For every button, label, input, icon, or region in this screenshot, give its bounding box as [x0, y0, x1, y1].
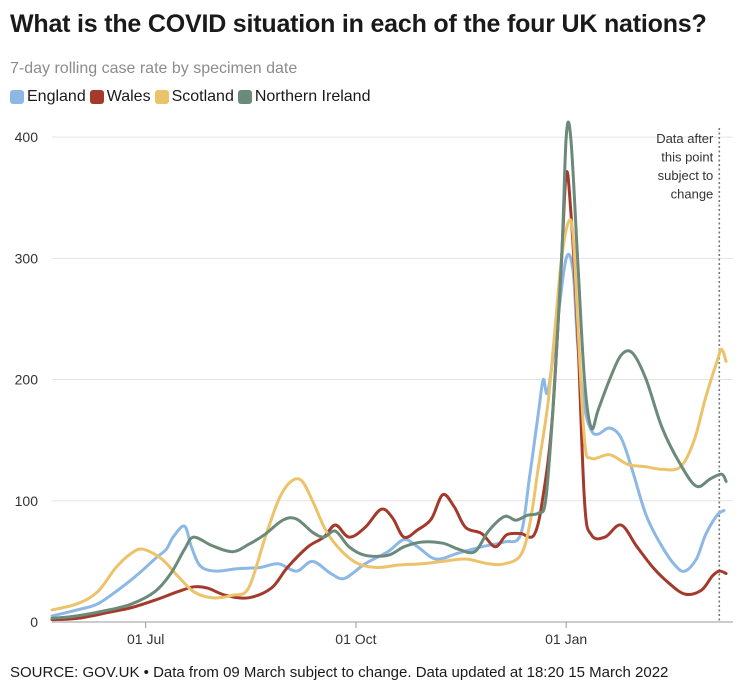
legend-item-england: England [10, 88, 86, 106]
annotation-line-3: subject to [658, 168, 714, 183]
legend-swatch-northern-ireland [237, 90, 252, 104]
legend-label-england: England [27, 88, 86, 105]
legend-label-wales: Wales [106, 88, 151, 105]
chart-subtitle: 7-day rolling case rate by specimen date [10, 60, 298, 77]
line-chart: 0 100 200 300 400 01 Jul 01 Oct 01 Jan Data afte… [15, 120, 733, 647]
y-tick-label-0: 0 [30, 614, 38, 630]
x-tick-label-01-jan: 01 Jan [545, 631, 587, 647]
legend-label-northern-ireland: Northern Ireland [254, 88, 371, 105]
legend-item-scotland: Scotland [154, 88, 234, 106]
legend-label-scotland: Scotland [171, 88, 234, 105]
chart-title: What is the COVID situation in each of t… [10, 10, 707, 38]
y-tick-label-200: 200 [15, 372, 39, 388]
source-note: SOURCE: GOV.UK • Data from 09 March subj… [10, 664, 669, 681]
annotation-line-1: Data after [656, 131, 714, 146]
annotation-line-4: change [671, 187, 714, 202]
legend-item-wales: Wales [89, 88, 151, 106]
legend-swatch-wales [89, 90, 104, 104]
x-tick-label-01-oct: 01 Oct [335, 631, 376, 647]
y-tick-label-100: 100 [15, 493, 39, 509]
y-tick-label-300: 300 [15, 250, 39, 266]
series-line-scotland [50, 218, 728, 612]
x-tick-label-01-jul: 01 Jul [127, 631, 164, 647]
legend: England Wales Scotland Northern Ireland [10, 88, 374, 106]
y-tick-label-400: 400 [15, 129, 39, 145]
legend-item-northern-ireland: Northern Ireland [237, 88, 371, 106]
legend-swatch-england [10, 90, 24, 104]
annotation-line-2: this point [661, 150, 713, 165]
legend-swatch-scotland [154, 90, 169, 104]
series-line-england [50, 252, 726, 618]
series-line-northern-ireland [50, 120, 728, 620]
